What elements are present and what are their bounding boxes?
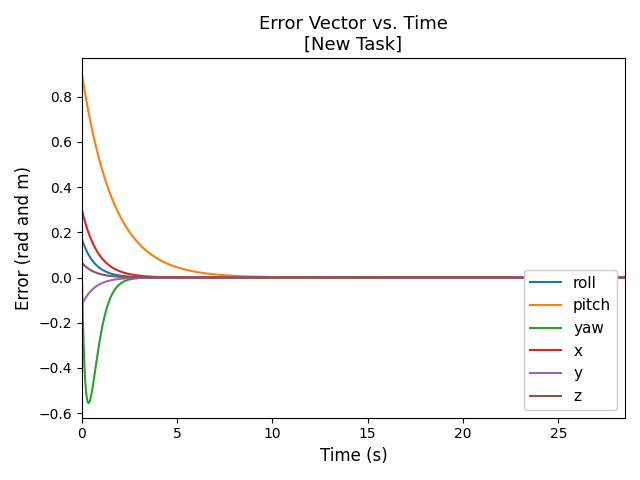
Title: Error Vector vs. Time
[New Task]: Error Vector vs. Time [New Task]	[259, 15, 448, 54]
roll	[81, 243, 88, 249]
roll	[593, 275, 600, 280]
z	[184, 275, 192, 280]
pitch	[100, 174, 108, 180]
pitch	[184, 267, 192, 273]
roll	[184, 275, 192, 280]
x	[344, 275, 351, 280]
y	[111, 277, 118, 283]
roll	[621, 275, 629, 280]
z	[111, 274, 118, 279]
yaw	[100, 314, 108, 320]
z	[81, 263, 88, 268]
x	[78, 207, 86, 213]
y	[78, 302, 86, 308]
z	[621, 275, 629, 280]
z	[78, 260, 86, 266]
yaw	[184, 275, 192, 280]
yaw	[344, 275, 351, 280]
yaw	[621, 275, 629, 280]
Y-axis label: Error (rad and m): Error (rad and m)	[15, 166, 33, 310]
y	[184, 275, 192, 280]
yaw	[81, 361, 88, 367]
y	[621, 275, 629, 280]
Line: y: y	[82, 277, 625, 305]
Legend: roll, pitch, yaw, x, y, z: roll, pitch, yaw, x, y, z	[524, 270, 618, 410]
x	[81, 216, 88, 222]
y	[100, 279, 108, 285]
pitch	[111, 202, 118, 207]
pitch	[81, 86, 88, 92]
x	[621, 275, 629, 280]
yaw	[593, 275, 600, 280]
X-axis label: Time (s): Time (s)	[319, 447, 387, 465]
x	[100, 258, 108, 264]
pitch	[621, 275, 629, 280]
yaw	[84, 400, 92, 406]
y	[81, 297, 88, 303]
roll	[78, 236, 86, 242]
Line: yaw: yaw	[82, 277, 625, 403]
roll	[100, 268, 108, 274]
pitch	[78, 71, 86, 77]
yaw	[78, 275, 86, 280]
Line: z: z	[82, 263, 625, 277]
y	[344, 275, 351, 280]
z	[344, 275, 351, 280]
Line: x: x	[82, 210, 625, 277]
yaw	[111, 288, 118, 293]
x	[593, 275, 600, 280]
z	[593, 275, 600, 280]
pitch	[344, 275, 351, 280]
y	[593, 275, 600, 280]
x	[111, 266, 118, 272]
x	[184, 275, 192, 280]
Line: pitch: pitch	[82, 74, 625, 277]
z	[100, 272, 108, 278]
pitch	[593, 275, 600, 280]
roll	[344, 275, 351, 280]
roll	[111, 272, 118, 277]
Line: roll: roll	[82, 239, 625, 277]
